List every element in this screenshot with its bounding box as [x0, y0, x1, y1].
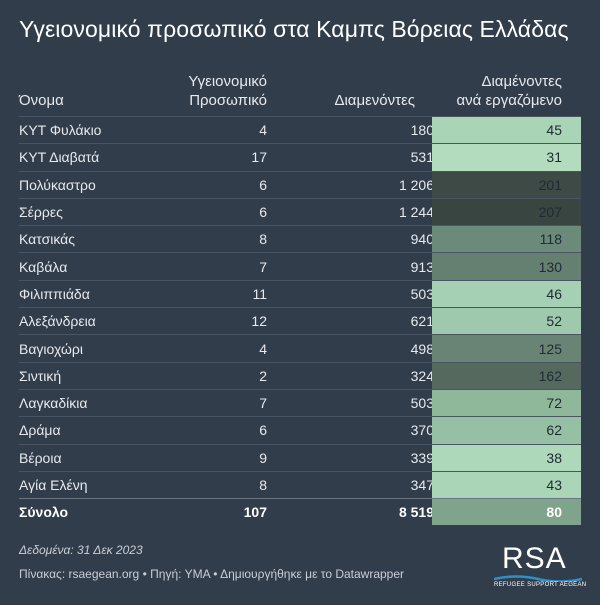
- column-header-ratio-line2: ανά εργαζόμενο: [456, 92, 562, 109]
- table-row: Σέρρες 6 1 244 207: [19, 197, 581, 226]
- cell-staff: 7: [259, 395, 267, 412]
- table-row: Κατσικάς 8 940 118: [19, 225, 581, 253]
- cell-staff: 7: [259, 258, 267, 275]
- table-row: ΚΥΤ Διαβατά 17 531 31: [19, 143, 581, 171]
- cell-residents: 503: [410, 395, 434, 412]
- cell-ratio: 80: [432, 499, 581, 526]
- rsa-logo: RSA REFUGEE SUPPORT AEGEAN: [494, 542, 586, 592]
- cell-staff: 6: [259, 422, 267, 439]
- cell-ratio: 201: [432, 171, 581, 198]
- cell-name: Βέροια: [19, 449, 62, 466]
- source-credit: Πίνακας: rsaegean.org • Πηγή: ΥΜΑ • Δημι…: [19, 567, 405, 581]
- cell-residents: 531: [410, 149, 434, 166]
- column-header-name: Όνομα: [19, 92, 64, 109]
- cell-residents: 347: [410, 477, 434, 493]
- cell-residents: 621: [410, 313, 434, 330]
- cell-ratio: 31: [432, 144, 581, 171]
- cell-ratio: 118: [432, 226, 581, 253]
- table-row: Βέροια 9 339 38: [19, 443, 581, 471]
- cell-ratio: 46: [432, 280, 581, 308]
- table-row: ΚΥΤ Φυλάκιο 4 180 45: [19, 116, 581, 144]
- table-row: Σιντική 2 324 162: [19, 361, 581, 389]
- cell-name: Δράμα: [19, 422, 61, 439]
- cell-ratio: 130: [432, 253, 581, 280]
- cell-name: Λαγκαδίκια: [19, 395, 88, 412]
- cell-name: Σέρρες: [19, 204, 63, 221]
- cell-name: ΚΥΤ Φυλάκιο: [19, 122, 102, 139]
- table-row: Αγία Ελένη 8 347 43: [19, 470, 581, 499]
- column-header-staff-line2: Προσωπικό: [189, 92, 267, 109]
- cell-name: ΚΥΤ Διαβατά: [19, 149, 100, 166]
- cell-name: Φιλιππιάδα: [19, 285, 90, 302]
- cell-ratio: 45: [432, 117, 581, 144]
- table-row: Φιλιππιάδα 11 503 46: [19, 279, 581, 308]
- cell-name: Βαγιοχώρι: [19, 340, 83, 357]
- cell-staff: 6: [259, 176, 267, 193]
- logo-text: RSA: [502, 542, 567, 575]
- page-title: Υγειονομικό προσωπικό στα Καμπς Βόρειας …: [19, 16, 569, 42]
- column-header-staff: Υγειονομικό Προσωπικό: [170, 72, 267, 110]
- cell-staff: 107: [243, 504, 267, 521]
- cell-name: Αλεξάνδρεια: [19, 313, 96, 330]
- cell-residents: 940: [410, 231, 434, 248]
- cell-staff: 8: [259, 477, 267, 493]
- cell-name: Αγία Ελένη: [19, 477, 88, 493]
- cell-ratio: 207: [432, 198, 581, 226]
- cell-residents: 1 244: [398, 204, 434, 221]
- cell-ratio: 38: [432, 444, 581, 471]
- cell-name: Σύνολο: [19, 504, 69, 521]
- cell-staff: 2: [259, 367, 267, 384]
- column-header-residents: Διαμενόντες: [334, 92, 415, 109]
- table-row: Πολύκαστρο 6 1 206 201: [19, 170, 581, 198]
- cell-ratio: 162: [432, 362, 581, 389]
- cell-residents: 913: [410, 258, 434, 275]
- table-row: Δράμα 6 370 62: [19, 416, 581, 444]
- cell-staff: 6: [259, 204, 267, 221]
- cell-name: Πολύκαστρο: [19, 176, 96, 193]
- cell-residents: 180: [410, 122, 434, 139]
- data-table: ΚΥΤ Φυλάκιο 4 180 45 ΚΥΤ Διαβατά 17 531 31 Πολύκ…: [19, 116, 581, 526]
- cell-residents: 324: [410, 367, 434, 384]
- table-row: Βαγιοχώρι 4 498 125: [19, 334, 581, 362]
- column-header-ratio: Διαμένοντες ανά εργαζόμενο: [432, 72, 562, 110]
- table-row: Καβάλα 7 913 130: [19, 252, 581, 280]
- cell-residents: 503: [410, 285, 434, 302]
- cell-staff: 4: [259, 122, 267, 139]
- cell-residents: 1 206: [398, 176, 434, 193]
- cell-residents: 498: [410, 340, 434, 357]
- cell-residents: 8 519: [398, 504, 434, 521]
- table-row: Αλεξάνδρεια 12 621 52: [19, 307, 581, 335]
- cell-staff: 17: [251, 149, 267, 166]
- cell-staff: 9: [259, 449, 267, 466]
- cell-name: Καβάλα: [19, 258, 68, 275]
- cell-ratio: 43: [432, 471, 581, 499]
- total-row: Σύνολο 107 8 519 80: [19, 498, 581, 526]
- cell-ratio: 62: [432, 417, 581, 444]
- cell-ratio: 125: [432, 335, 581, 362]
- column-header-staff-line1: Υγειονομικό: [188, 73, 267, 90]
- cell-staff: 8: [259, 231, 267, 248]
- cell-staff: 12: [251, 313, 267, 330]
- cell-name: Κατσικάς: [19, 231, 76, 248]
- wave-icon: [494, 575, 582, 582]
- column-header-ratio-line1: Διαμένοντες: [481, 73, 562, 90]
- cell-staff: 4: [259, 340, 267, 357]
- table-row: Λαγκαδίκια 7 503 72: [19, 388, 581, 417]
- cell-staff: 11: [252, 285, 267, 302]
- cell-residents: 370: [410, 422, 434, 439]
- cell-ratio: 72: [432, 389, 581, 417]
- data-date-note: Δεδομένα: 31 Δεκ 2023: [19, 543, 143, 557]
- logo-subtitle: REFUGEE SUPPORT AEGEAN: [494, 582, 587, 588]
- cell-residents: 339: [410, 449, 434, 466]
- cell-name: Σιντική: [19, 367, 62, 384]
- cell-ratio: 52: [432, 308, 581, 335]
